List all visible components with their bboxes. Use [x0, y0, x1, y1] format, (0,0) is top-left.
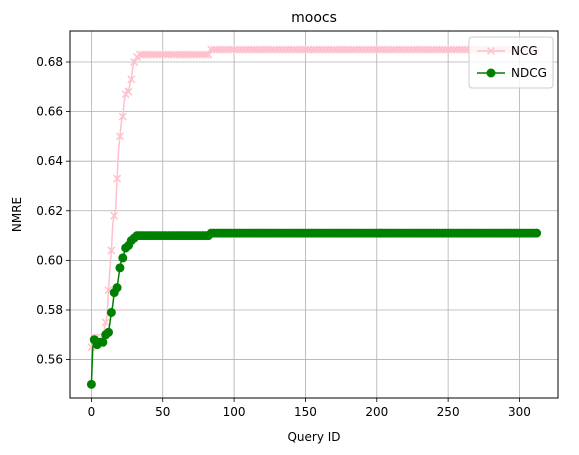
- data-point-ndcg: [532, 228, 542, 238]
- x-tick-label: 150: [294, 405, 317, 419]
- data-point-ndcg: [115, 263, 125, 273]
- y-tick-label: 0.68: [36, 55, 63, 69]
- y-tick-label: 0.62: [36, 204, 63, 218]
- x-tick-label: 300: [508, 405, 531, 419]
- data-point-ndcg: [106, 307, 116, 317]
- data-point-ncg: [113, 174, 122, 183]
- legend-label-ncg: NCG: [511, 44, 538, 58]
- legend-label-ndcg: NDCG: [511, 66, 547, 80]
- x-tick-label: 100: [223, 405, 246, 419]
- data-point-ndcg: [118, 253, 128, 263]
- y-tick-label: 0.64: [36, 154, 63, 168]
- y-tick-label: 0.66: [36, 105, 63, 119]
- x-tick-label: 250: [437, 405, 460, 419]
- series-ndcg: [86, 228, 542, 389]
- data-point-ndcg: [112, 283, 122, 293]
- data-point-ncg: [118, 112, 127, 121]
- data-point-ncg: [115, 132, 124, 141]
- data-point-ndcg: [104, 327, 114, 337]
- data-point-ncg: [110, 211, 119, 220]
- legend-marker-ncg: [486, 46, 496, 56]
- x-axis-label: Query ID: [287, 430, 340, 444]
- data-point-ncg: [124, 87, 133, 96]
- data-point-ncg: [130, 57, 139, 67]
- data-point-ndcg: [86, 379, 96, 389]
- plot-frame: [69, 30, 559, 399]
- legend-marker-ndcg: [486, 68, 496, 78]
- data-point-ncg: [101, 318, 110, 327]
- plot-data: [86, 45, 542, 389]
- data-point-ncg: [107, 246, 116, 255]
- y-tick-label: 0.60: [36, 253, 63, 267]
- grid: [70, 31, 558, 398]
- x-tick-label: 0: [88, 405, 96, 419]
- legend: NCG NDCG: [468, 36, 554, 89]
- chart-title: moocs: [291, 10, 337, 26]
- data-point-ncg: [127, 75, 136, 84]
- y-tick-label: 0.56: [36, 353, 63, 367]
- x-tick-label: 200: [365, 405, 388, 419]
- y-tick-label: 0.58: [36, 303, 63, 317]
- x-tick-label: 50: [155, 405, 170, 419]
- axis-ticks: 0 50 100 150 200 250 300 0.56 0.58 0.60 0.62 0.64 0.…: [36, 55, 531, 419]
- y-axis-label: NMRE: [10, 197, 24, 232]
- data-point-ndcg: [98, 337, 108, 347]
